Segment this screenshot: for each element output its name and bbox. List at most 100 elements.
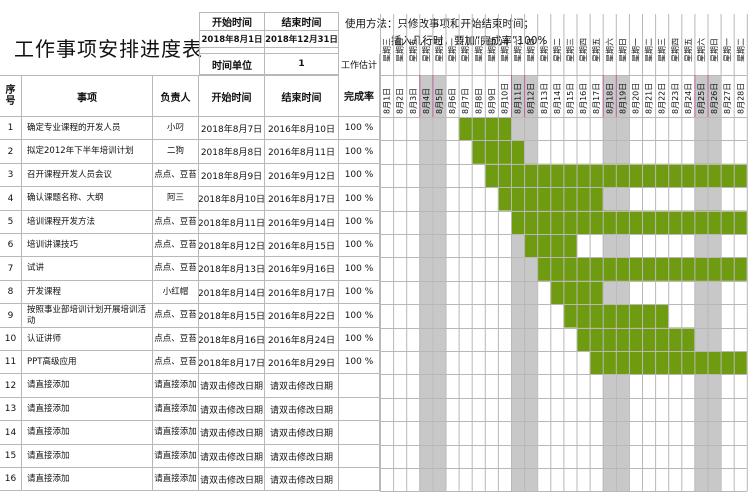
- row-start-date[interactable]: 请双击修改日期: [199, 398, 265, 421]
- weekday-label: 星期二: [553, 38, 562, 62]
- row-owner[interactable]: 点点、豆苔: [153, 211, 199, 234]
- row-number: 3: [0, 164, 22, 187]
- row-owner[interactable]: 点点、豆苔: [153, 328, 199, 351]
- row-end-date[interactable]: 2016年8月17日: [265, 281, 339, 304]
- row-start-date[interactable]: 2018年8月14日: [199, 281, 265, 304]
- row-end-date[interactable]: 2016年9月12日: [265, 164, 339, 187]
- weekend-column: [524, 75, 538, 492]
- row-end-date[interactable]: 2016年8月10日: [265, 117, 339, 140]
- row-owner[interactable]: 点点、豆苔: [153, 304, 199, 328]
- row-item[interactable]: 请直接添加: [22, 398, 153, 421]
- row-item[interactable]: 试讲: [22, 257, 153, 281]
- end-time-value[interactable]: 2018年12月31日: [265, 31, 339, 48]
- row-owner[interactable]: 请直接添加: [153, 421, 199, 445]
- row-start-date[interactable]: 2018年8月15日: [199, 304, 265, 328]
- row-completion-rate[interactable]: 100 %: [339, 234, 380, 257]
- row-completion-rate[interactable]: 100 %: [339, 351, 380, 374]
- row-item[interactable]: 请直接添加: [22, 374, 153, 398]
- weekday-label: 星期五: [684, 38, 693, 62]
- row-owner[interactable]: 请直接添加: [153, 468, 199, 491]
- row-owner[interactable]: 点点、豆苔: [153, 351, 199, 374]
- row-start-date[interactable]: 2018年8月13日: [199, 257, 265, 281]
- date-label: 8月20日: [631, 83, 640, 114]
- date-label: 8月18日: [605, 83, 614, 114]
- row-owner[interactable]: 小红帽: [153, 281, 199, 304]
- row-end-date[interactable]: 请双击修改日期: [265, 374, 339, 398]
- row-completion-rate[interactable]: 100 %: [339, 211, 380, 234]
- row-start-date[interactable]: 2018年8月10日: [199, 187, 265, 211]
- date-label: 8月6日: [448, 88, 457, 114]
- row-completion-rate[interactable]: [339, 374, 380, 398]
- row-item[interactable]: 确认课题名称、大纲: [22, 187, 153, 211]
- row-owner[interactable]: 请直接添加: [153, 374, 199, 398]
- row-completion-rate[interactable]: 100 %: [339, 257, 380, 281]
- row-item[interactable]: 确定专业课程的开发人员: [22, 117, 153, 140]
- row-start-date[interactable]: 2018年8月11日: [199, 211, 265, 234]
- row-completion-rate[interactable]: 100 %: [339, 117, 380, 140]
- row-start-date[interactable]: 请双击修改日期: [199, 445, 265, 468]
- header-owner: 负责人: [153, 75, 199, 117]
- row-start-date[interactable]: 2018年8月7日: [199, 117, 265, 140]
- row-item[interactable]: 请直接添加: [22, 445, 153, 468]
- row-completion-rate[interactable]: 100 %: [339, 281, 380, 304]
- date-label: 8月10日: [500, 83, 509, 114]
- row-end-date[interactable]: 2016年8月17日: [265, 187, 339, 211]
- date-label: 8月13日: [540, 83, 549, 114]
- row-item[interactable]: 请直接添加: [22, 421, 153, 445]
- row-start-date[interactable]: 请双击修改日期: [199, 421, 265, 445]
- row-end-date[interactable]: 2016年8月22日: [265, 304, 339, 328]
- row-owner[interactable]: 二狗: [153, 140, 199, 164]
- row-item[interactable]: 培训讲课技巧: [22, 234, 153, 257]
- row-start-date[interactable]: 2018年8月9日: [199, 164, 265, 187]
- row-start-date[interactable]: 2018年8月17日: [199, 351, 265, 374]
- row-completion-rate[interactable]: 100 %: [339, 164, 380, 187]
- row-owner[interactable]: 点点、豆苔: [153, 164, 199, 187]
- row-start-date[interactable]: 请双击修改日期: [199, 468, 265, 491]
- row-end-date[interactable]: 2016年8月15日: [265, 234, 339, 257]
- row-item[interactable]: 按照事业部培训计划开展培训活动: [22, 304, 153, 328]
- row-item[interactable]: 认证讲师: [22, 328, 153, 351]
- row-owner[interactable]: 小叼: [153, 117, 199, 140]
- row-completion-rate[interactable]: [339, 445, 380, 468]
- row-item[interactable]: PPT高级应用: [22, 351, 153, 374]
- row-item[interactable]: 培训课程开发方法: [22, 211, 153, 234]
- row-item[interactable]: 请直接添加: [22, 468, 153, 491]
- row-end-date[interactable]: 2016年8月29日: [265, 351, 339, 374]
- row-start-date[interactable]: 2018年8月8日: [199, 140, 265, 164]
- weekday-label: 星期六: [696, 38, 706, 62]
- row-end-date[interactable]: 2016年9月16日: [265, 257, 339, 281]
- row-end-date[interactable]: 请双击修改日期: [265, 468, 339, 491]
- row-end-date[interactable]: 请双击修改日期: [265, 445, 339, 468]
- start-time-value[interactable]: 2018年8月1日: [199, 31, 265, 48]
- row-item[interactable]: 拟定2012年下半年培训计划: [22, 140, 153, 164]
- row-end-date[interactable]: 2016年8月11日: [265, 140, 339, 164]
- row-completion-rate[interactable]: 100 %: [339, 304, 380, 328]
- row-completion-rate[interactable]: [339, 398, 380, 421]
- row-owner[interactable]: 请直接添加: [153, 398, 199, 421]
- weekday-label: 星期二: [736, 38, 745, 62]
- row-item[interactable]: 开发课程: [22, 281, 153, 304]
- row-owner[interactable]: 阿三: [153, 187, 199, 211]
- row-completion-rate[interactable]: 100 %: [339, 187, 380, 211]
- row-owner[interactable]: 点点、豆苔: [153, 257, 199, 281]
- row-completion-rate[interactable]: [339, 421, 380, 445]
- row-end-date[interactable]: 请双击修改日期: [265, 421, 339, 445]
- row-start-date[interactable]: 2018年8月12日: [199, 234, 265, 257]
- weekday-label: 星期日: [527, 38, 536, 62]
- row-completion-rate[interactable]: 100 %: [339, 140, 380, 164]
- row-end-date[interactable]: 请双击修改日期: [265, 398, 339, 421]
- header-start: 开始时间: [199, 75, 265, 117]
- time-unit-value[interactable]: 1: [265, 54, 339, 75]
- row-end-date[interactable]: 2016年8月24日: [265, 328, 339, 351]
- row-owner[interactable]: 点点、豆苔: [153, 234, 199, 257]
- row-end-date[interactable]: 2016年9月14日: [265, 211, 339, 234]
- row-start-date[interactable]: 请双击修改日期: [199, 374, 265, 398]
- row-start-date[interactable]: 2018年8月16日: [199, 328, 265, 351]
- date-label: 8月19日: [618, 83, 627, 114]
- row-item[interactable]: 召开课程开发人员会议: [22, 164, 153, 187]
- row-owner[interactable]: 请直接添加: [153, 445, 199, 468]
- weekday-label: 星期三: [566, 38, 575, 62]
- row-completion-rate[interactable]: 100 %: [339, 328, 380, 351]
- spacer-cell: [265, 48, 339, 54]
- row-completion-rate[interactable]: [339, 468, 380, 491]
